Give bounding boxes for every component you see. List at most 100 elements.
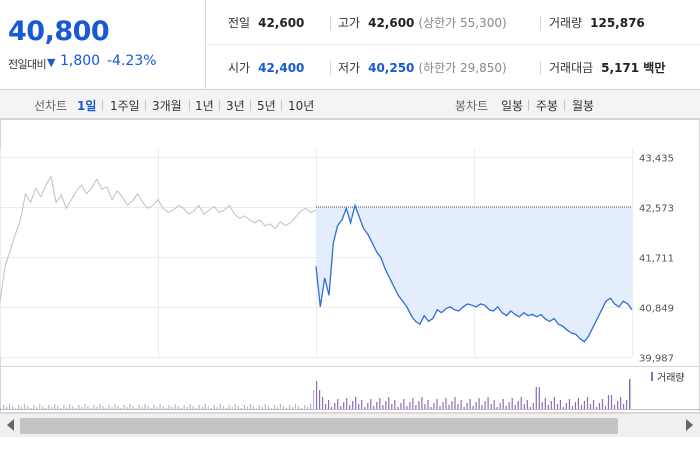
scroll-right-arrow-icon[interactable] (686, 419, 693, 431)
volume-legend-swatch (651, 372, 653, 381)
volume-legend-label: 거래량 (657, 372, 685, 384)
price-chart: 43,435 42,573 41,711 40,849 39,987 거래량 (0, 119, 700, 450)
volume-bar (246, 407, 248, 409)
period-1y[interactable]: 1년 (195, 99, 214, 113)
period-3m[interactable]: 3개월 (152, 99, 182, 113)
volume-bar (532, 403, 534, 409)
candle-daily[interactable]: 일봉 (501, 99, 524, 113)
volume-bar (192, 406, 194, 409)
volume-bar (301, 408, 303, 409)
volume-bar (270, 408, 273, 409)
volume-bar (370, 399, 372, 409)
period-10y[interactable]: 10년 (288, 99, 315, 113)
volume-bar (69, 404, 71, 409)
change-amount: 1,800 (60, 53, 101, 69)
volume-label: 거래량 (549, 16, 583, 30)
volume-bar (376, 402, 378, 409)
period-1d[interactable]: 1일 (77, 99, 97, 113)
volume-bar (577, 398, 579, 409)
volume-cell: 거래량 125,876 (549, 14, 645, 31)
volume-bar (499, 403, 501, 409)
volume-bar (258, 405, 260, 409)
volume-bar (454, 397, 456, 409)
scroll-thumb[interactable] (20, 418, 618, 434)
volume-bar (60, 408, 62, 409)
volume-bar (421, 397, 423, 409)
candle-monthly[interactable]: 월봉 (572, 99, 595, 113)
volume-value: 125,876 (590, 16, 645, 30)
volume-bar (168, 405, 170, 409)
volume-bar (520, 397, 522, 409)
volume-bar (430, 407, 432, 409)
chart-scrollbar[interactable] (0, 413, 700, 437)
volume-bar (57, 406, 59, 409)
volume-bar (132, 406, 134, 409)
volume-bar (385, 401, 387, 409)
divider (540, 16, 541, 30)
candle-weekly[interactable]: 주봉 (536, 99, 559, 113)
line-chart-label: 선차트 (34, 99, 68, 113)
volume-bar (75, 408, 77, 409)
volume-bar (355, 397, 357, 409)
volume-bar (216, 407, 218, 409)
volume-bar (123, 405, 125, 409)
y-tick-label: 39,987 (639, 354, 674, 365)
volume-bar (213, 405, 215, 409)
volume-bar (394, 400, 396, 409)
volume-bar (358, 404, 360, 409)
volume-bar (159, 404, 161, 409)
volume-bar (391, 404, 393, 409)
scroll-left-arrow-icon[interactable] (7, 419, 14, 431)
volume-bar (90, 408, 92, 409)
volume-bar (108, 405, 110, 409)
period-5y[interactable]: 5년 (257, 99, 276, 113)
volume-bar (297, 406, 300, 409)
series-line-today (315, 203, 633, 343)
volume-bar (15, 408, 17, 409)
period-3y[interactable]: 3년 (226, 99, 245, 113)
volume-bar (186, 407, 188, 409)
volume-bar (24, 404, 26, 409)
volume-bar (346, 398, 348, 409)
prev-close-label: 전일 (228, 16, 251, 30)
volume-bar (84, 404, 86, 409)
volume-bar (252, 406, 254, 409)
volume-bar (586, 397, 589, 409)
volume-bar (364, 407, 366, 409)
open-label: 시가 (228, 61, 251, 75)
volume-bar (87, 406, 89, 409)
volume-bar (334, 403, 336, 409)
volume-bar (313, 390, 315, 409)
volume-bar (234, 404, 236, 409)
volume-bar (592, 400, 595, 409)
upper-limit: (상한가 55,300) (418, 16, 507, 30)
volume-bar (472, 406, 474, 409)
volume-bar (529, 407, 531, 409)
volume-bar (96, 407, 98, 409)
trade-value-label: 거래대금 (549, 61, 594, 75)
volume-bar (505, 406, 507, 409)
volume-bar (165, 408, 167, 409)
volume-bar (550, 401, 552, 409)
change-percent: -4.23% (107, 53, 157, 69)
volume-bar (204, 404, 206, 409)
period-1w[interactable]: 1주일 (110, 99, 140, 113)
volume-bar (418, 401, 420, 409)
volume-bar (144, 404, 146, 409)
y-tick-label: 42,573 (639, 204, 674, 215)
volume-bar (162, 406, 164, 409)
volume-bar (571, 406, 573, 409)
price-summary: 40,800 전일대비 ▼ 1,800 -4.23% (0, 0, 206, 90)
volume-bar (367, 403, 369, 409)
volume-bar (328, 400, 330, 409)
candle-chart-label: 봉차트 (455, 99, 489, 113)
volume-bar (111, 407, 113, 409)
volume-bar (6, 407, 8, 409)
volume-bar (589, 404, 592, 409)
volume-bar (126, 407, 128, 409)
period-selector-bar: 선차트 1일 1주일 3개월 1년 3년 5년 10년 봉차트 일봉 주봉 월봉 (0, 90, 700, 119)
volume-bar (493, 400, 495, 409)
y-tick-label: 40,849 (639, 304, 674, 315)
volume-bar (460, 400, 462, 409)
volume-bar (439, 406, 441, 409)
